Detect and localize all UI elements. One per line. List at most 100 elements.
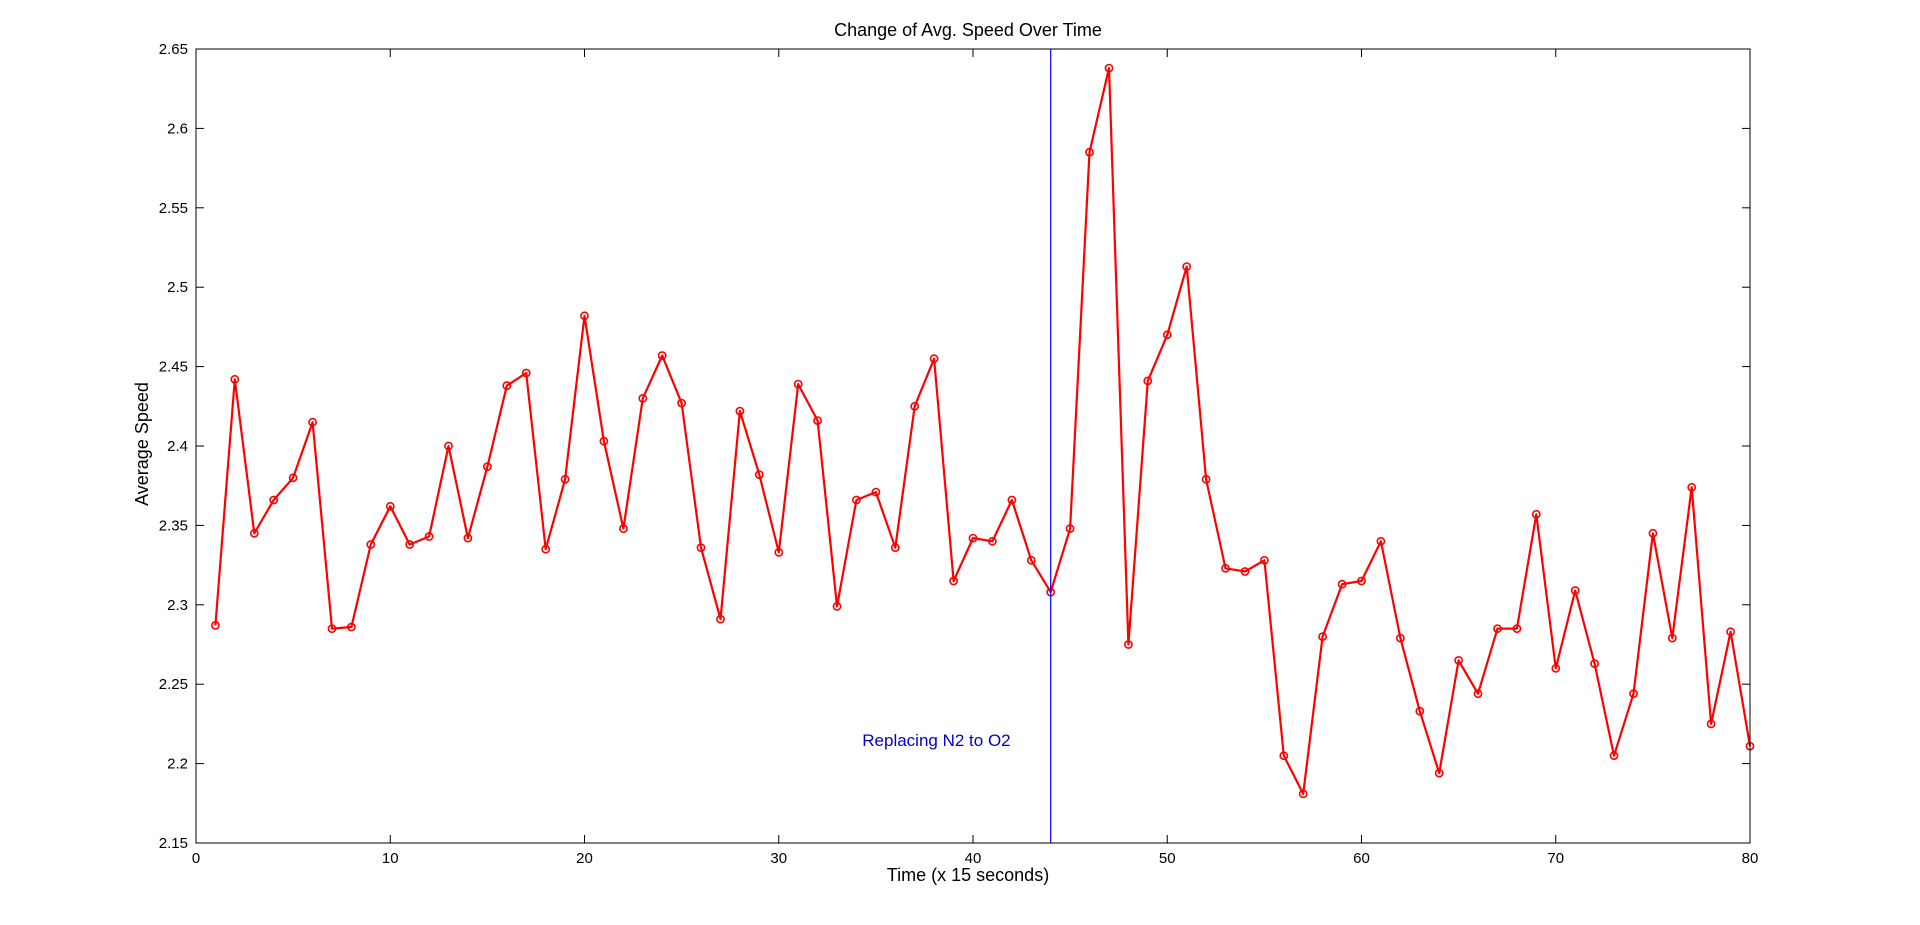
data-point [288,473,298,483]
y-tick-label: 2.3 [167,597,188,614]
data-point [657,351,667,360]
data-point [871,487,881,497]
data-point [1629,689,1638,699]
data-point [346,622,356,632]
y-tick-label: 2.65 [159,41,188,58]
data-point [502,381,512,391]
data-point [366,540,376,549]
data-point [832,602,842,611]
data-point [1648,528,1658,538]
data-point [1260,555,1269,565]
data-point [793,379,803,389]
data-point [599,436,609,446]
data-point [1085,147,1094,157]
x-tick-label: 10 [382,850,399,867]
data-point [890,543,900,552]
y-tick-label: 2.5 [167,279,188,296]
data-point [1162,330,1172,340]
data-point [774,548,784,557]
annotation-layer: Replacing N2 to O2 [862,49,1052,843]
data-point [1337,579,1347,589]
chart-title: Change of Avg. Speed Over Time [834,20,1102,40]
data-point [638,393,648,403]
y-tick-label: 2.15 [159,835,188,852]
plot-frame [195,48,1751,844]
data-point [1279,751,1289,761]
y-axis-label: Average Speed [132,382,152,506]
data-point [1143,376,1153,386]
data-point [1124,640,1133,649]
data-point [1357,576,1366,586]
data-point [230,374,240,384]
data-point [1706,719,1716,729]
series-line [214,66,1752,795]
data-point [1667,633,1677,643]
data-point [852,495,861,505]
annotation-label: Replacing N2 to O2 [862,731,1010,750]
data-point [1182,262,1192,271]
x-tick-label: 30 [770,850,787,867]
data-point [949,576,958,586]
x-tick-label: 0 [192,850,200,867]
axes: 0 10 20 30 40 50 60 70 80 2.15 2.2 2.25 2.3 2.35 2.4 2.… [159,41,1759,867]
data-point [1493,624,1502,633]
data-point [1065,524,1075,533]
data-point [327,624,337,633]
y-tick-label: 2.2 [167,756,188,773]
y-tick-label: 2.25 [159,676,188,693]
data-point [1298,789,1308,799]
data-point [424,532,434,541]
data-point [1473,689,1483,699]
data-point [1687,482,1697,492]
data-point [1221,563,1230,573]
data-point [210,621,220,630]
data-point [560,474,570,484]
data-point [1726,627,1735,637]
data-point [249,528,259,538]
data-point [405,540,415,549]
data-point [385,501,395,511]
data-point [1396,633,1405,643]
data-point [1454,656,1463,665]
data-point [1007,495,1017,505]
x-tick-label: 60 [1353,850,1370,867]
y-tick-label: 2.45 [159,359,188,376]
data-point [1551,663,1561,673]
data-point [1590,659,1599,668]
y-tick-label: 2.4 [167,438,188,455]
data-point [1026,555,1036,565]
data-point [1318,632,1327,641]
data-point [482,462,492,471]
data-point [716,614,725,624]
data-point [1415,706,1425,716]
data-point [988,536,997,546]
x-tick-label: 20 [576,850,593,867]
data-point [541,544,551,554]
y-tick-label: 2.55 [159,200,188,217]
data-point [308,417,317,427]
data-point [1201,474,1211,484]
data-point [1512,624,1522,633]
x-tick-label: 80 [1742,850,1759,867]
data-point [929,354,939,364]
data-point [580,311,589,321]
data-point [696,543,706,552]
data-point [1531,509,1541,519]
data-point [1240,567,1250,576]
data-point [444,441,453,451]
data-point [1376,536,1386,546]
data-point [1434,768,1444,778]
y-tick-label: 2.6 [167,120,188,137]
data-point [677,398,686,408]
data-point [910,401,920,411]
x-tick-label: 40 [965,850,982,867]
data-point [1570,586,1580,595]
x-tick-label: 50 [1159,850,1176,867]
data-point [463,533,473,543]
x-axis-label: Time (x 15 seconds) [887,865,1049,885]
data-point [619,524,628,533]
data-point [813,416,822,425]
data-point [735,406,745,416]
